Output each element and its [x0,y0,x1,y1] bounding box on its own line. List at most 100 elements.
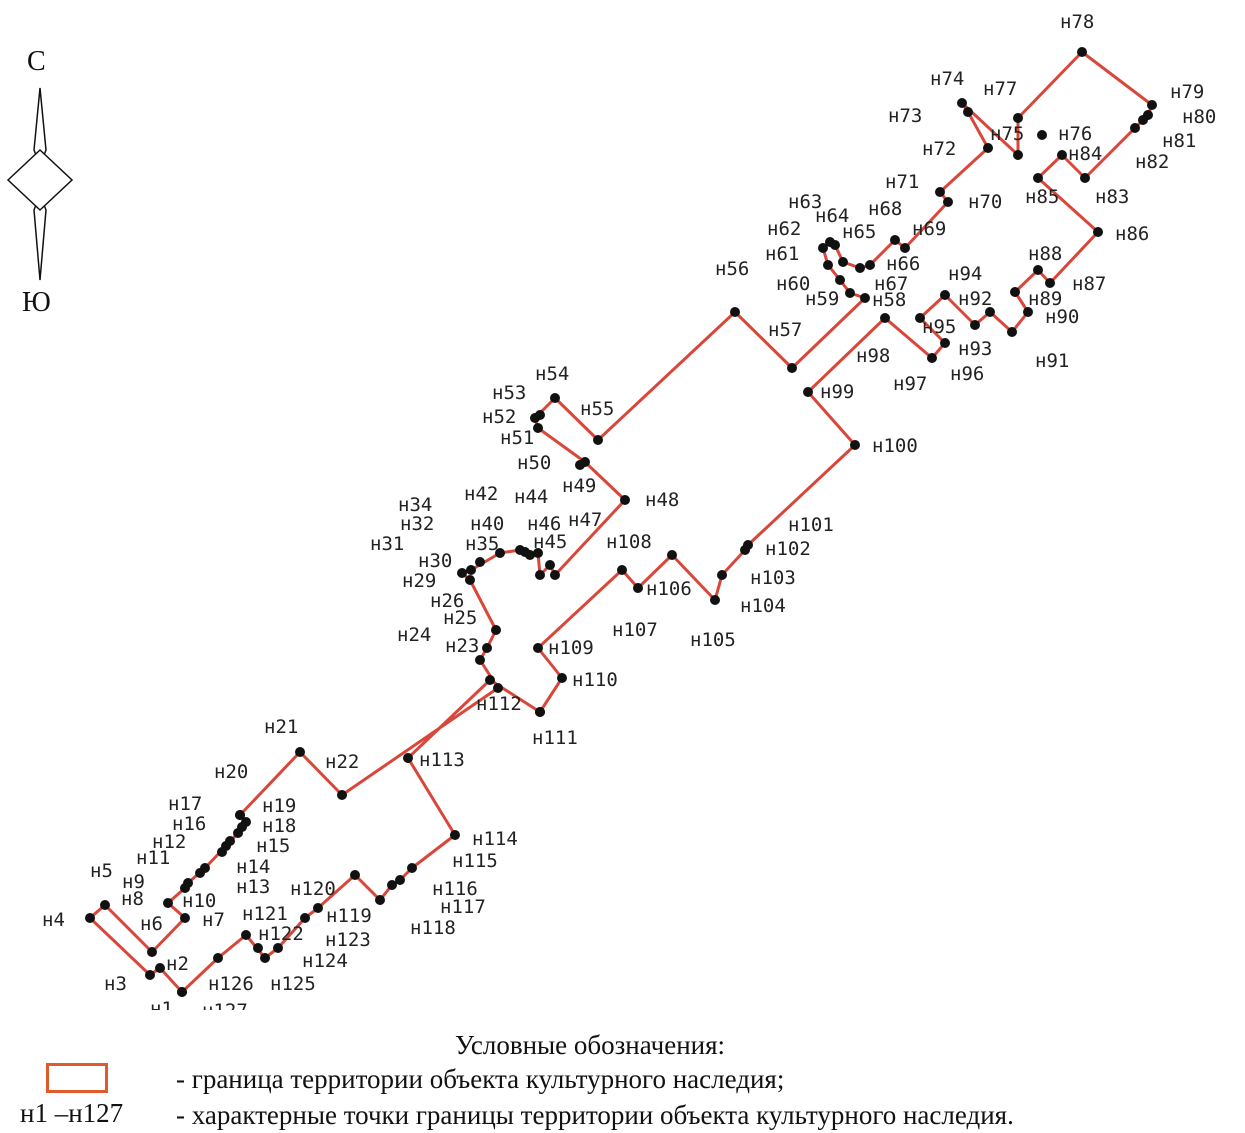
boundary-point-label: н113 [419,749,465,771]
boundary-point-label: н7 [202,909,225,931]
boundary-point-marker [667,550,677,560]
boundary-point-marker [803,387,813,397]
boundary-point-label: н114 [472,828,518,850]
boundary-point-label: н85 [1025,186,1059,208]
boundary-point-label: н126 [208,973,254,995]
boundary-point-label: н9 [122,871,145,893]
boundary-point-marker [145,970,155,980]
boundary-point-marker [475,655,485,665]
boundary-point-label: н75 [990,123,1024,145]
boundary-point-marker [466,565,476,575]
boundary-point-label: н119 [326,905,372,927]
boundary-point-marker [337,790,347,800]
boundary-point-label: н73 [888,105,922,127]
boundary-point-marker [550,570,560,580]
boundary-point-marker [1010,287,1020,297]
boundary-point-label: н88 [1028,243,1062,265]
boundary-point-label: н35 [465,533,499,555]
boundary-point-label: н30 [418,550,452,572]
boundary-point-label: н31 [370,533,404,555]
boundary-point-label: н77 [983,78,1017,100]
boundary-point-marker [730,307,740,317]
boundary-point-marker [482,643,492,653]
boundary-point-label: н64 [815,205,849,227]
boundary-point-label: н46 [527,513,561,535]
boundary-point-marker [545,560,555,570]
boundary-point-marker [475,557,485,567]
boundary-point-label: н122 [258,923,304,945]
boundary-point-marker [1057,150,1067,160]
boundary-point-label: н32 [400,513,434,535]
legend-title: Условные обозначения: [455,1030,726,1060]
boundary-point-marker [940,338,950,348]
boundary-point-label: н89 [1028,288,1062,310]
boundary-point-marker [375,895,385,905]
boundary-point-label: н65 [842,221,876,243]
boundary-point-label: н111 [532,727,578,749]
boundary-point-marker [241,817,251,827]
boundary-point-label: н18 [262,815,296,837]
boundary-point-marker [818,243,828,253]
boundary-point-marker [838,257,848,267]
boundary-point-label: н52 [482,406,516,428]
boundary-point-label: н107 [612,619,658,641]
boundary-point-label: н81 [1162,130,1196,152]
boundary-point-label: н72 [922,138,956,160]
boundary-point-marker [985,307,995,317]
boundary-point-label: н76 [1058,123,1092,145]
boundary-point-label: н83 [1095,186,1129,208]
boundary-point-label: н115 [452,850,498,872]
boundary-point-marker [617,565,627,575]
compass-rose-icon [6,87,74,281]
boundary-point-marker [535,570,545,580]
boundary-point-marker [927,353,937,363]
boundary-point-label: н53 [492,382,526,404]
boundary-point-marker [845,288,855,298]
boundary-point-marker [865,260,875,270]
boundary-point-marker [253,943,263,953]
boundary-point-label: н104 [740,595,786,617]
boundary-point-marker [740,545,750,555]
legend-boundary-desc: - граница территории объекта культурного… [176,1064,785,1094]
boundary-point-label: н79 [1170,81,1204,103]
boundary-point-marker [1130,123,1140,133]
boundary-point-marker [1077,47,1087,57]
boundary-point-label: н109 [548,637,594,659]
boundary-point-marker [850,440,860,450]
boundary-point-label: н49 [562,475,596,497]
boundary-point-label: н118 [410,917,456,939]
boundary-point-label: н54 [535,363,569,385]
boundary-point-marker [1023,307,1033,317]
boundary-point-label: н82 [1135,151,1169,173]
boundary-point-marker [1138,115,1148,125]
boundary-point-marker [450,830,460,840]
boundary-point-label: н66 [886,253,920,275]
boundary-point-marker [273,943,283,953]
boundary-point-label: н3 [104,973,127,995]
boundary-point-marker [100,900,110,910]
boundary-point-label: н50 [517,452,551,474]
boundary-point-marker [183,878,193,888]
boundary-point-marker [1093,227,1103,237]
boundary-point-marker [963,107,973,117]
boundary-point-label: н19 [262,795,296,817]
boundary-point-label: н100 [872,435,918,457]
boundary-point-marker [485,675,495,685]
boundary-point-label: н44 [514,486,548,508]
boundary-point-label: н95 [922,316,956,338]
boundary-point-label: н91 [1035,350,1069,372]
boundary-point-label: н99 [820,381,854,403]
boundary-point-label: н60 [776,273,810,295]
boundary-point-marker [823,260,833,270]
boundary-point-marker [350,870,360,880]
boundary-point-marker [180,913,190,923]
boundary-point-label: н71 [885,171,919,193]
boundary-point-label: н14 [236,856,270,878]
boundary-point-marker [313,903,323,913]
boundary-point-marker [835,275,845,285]
boundary-point-label: н42 [464,483,498,505]
boundary-point-label: н69 [912,218,946,240]
boundary-point-marker [535,707,545,717]
points-layer [85,47,1157,997]
